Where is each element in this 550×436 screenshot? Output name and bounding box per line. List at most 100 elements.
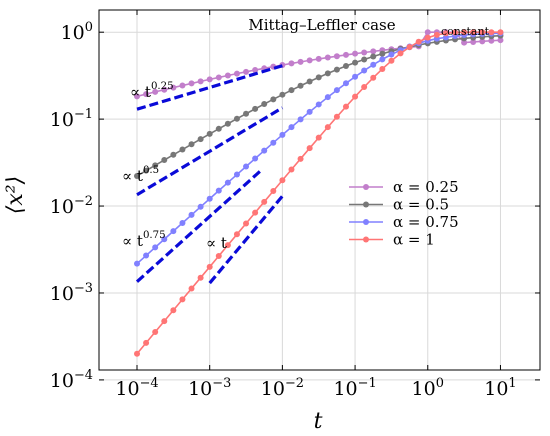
data-point	[370, 74, 377, 81]
data-point	[342, 80, 349, 87]
data-point	[197, 274, 204, 281]
data-point	[470, 29, 477, 36]
data-point	[188, 285, 195, 292]
data-point	[243, 220, 250, 227]
data-point	[333, 113, 340, 120]
data-point	[243, 110, 250, 117]
data-point	[143, 91, 150, 98]
data-point	[288, 60, 295, 67]
constant-annotation: constant	[441, 25, 490, 38]
legend-label: α = 0.5	[393, 196, 449, 214]
data-point	[324, 94, 331, 101]
data-point	[442, 30, 449, 37]
data-point	[261, 198, 268, 205]
data-point	[333, 66, 340, 73]
data-point	[206, 263, 213, 270]
data-point	[297, 116, 304, 123]
data-point	[315, 134, 322, 141]
data-point	[170, 151, 177, 158]
data-point	[288, 166, 295, 173]
data-point	[206, 195, 213, 202]
data-point	[152, 162, 159, 169]
legend-marker	[363, 219, 369, 225]
data-point	[379, 65, 386, 72]
data-point	[479, 38, 486, 45]
data-point	[170, 307, 177, 314]
data-point	[361, 84, 368, 91]
data-point	[224, 242, 231, 249]
data-point	[161, 157, 168, 164]
data-point	[333, 87, 340, 94]
data-point	[388, 57, 395, 64]
data-point	[315, 55, 322, 62]
asymptote-label: ∝ t	[206, 234, 227, 252]
data-point	[197, 203, 204, 210]
data-point	[424, 34, 431, 41]
data-point	[224, 179, 231, 186]
data-point	[379, 56, 386, 63]
data-point	[188, 211, 195, 218]
data-point	[424, 29, 431, 36]
data-point	[188, 80, 195, 87]
x-tick-label: 101	[484, 376, 516, 400]
data-point	[352, 50, 359, 57]
data-point	[488, 29, 495, 36]
data-point	[197, 78, 204, 85]
data-point	[288, 124, 295, 131]
data-point	[270, 188, 277, 195]
data-point	[370, 48, 377, 55]
data-point	[352, 73, 359, 80]
data-point	[206, 76, 213, 83]
data-point	[170, 228, 177, 235]
data-point	[252, 155, 259, 162]
data-point	[452, 29, 459, 36]
asymptote-label: ∝ t0.75	[122, 230, 166, 250]
data-point	[379, 50, 386, 57]
data-point	[352, 59, 359, 66]
asymptote-label: ∝ t0.25	[130, 81, 174, 101]
data-point	[306, 145, 313, 152]
data-point	[342, 63, 349, 70]
data-point	[143, 339, 150, 346]
data-point	[215, 125, 222, 132]
data-point	[152, 244, 159, 251]
legend-marker	[363, 236, 369, 243]
data-point	[134, 260, 141, 267]
x-tick-label: 10−1	[333, 376, 376, 400]
x-axis-label: t	[314, 409, 323, 434]
legend: α = 0.25α = 0.5α = 0.75α = 1	[349, 178, 459, 249]
data-point	[233, 115, 240, 122]
data-point	[179, 220, 186, 227]
data-point	[270, 96, 277, 103]
data-point	[306, 57, 313, 64]
data-point	[252, 105, 259, 112]
asymptote-line	[135, 169, 262, 283]
y-tick-label: 100	[61, 20, 93, 44]
legend-label: α = 0.75	[393, 213, 459, 231]
data-point	[233, 171, 240, 178]
data-point	[206, 130, 213, 137]
data-point	[134, 172, 141, 179]
data-point	[261, 147, 268, 154]
data-point	[297, 58, 304, 65]
data-point	[215, 187, 222, 194]
data-point	[324, 124, 331, 131]
data-point	[134, 350, 141, 357]
data-point	[388, 51, 395, 58]
data-point	[315, 101, 322, 108]
data-point	[188, 141, 195, 148]
data-point	[288, 87, 295, 94]
data-point	[261, 101, 268, 108]
asymptote-label: ∝ t0.5	[122, 165, 159, 185]
data-point	[270, 139, 277, 146]
data-point	[143, 252, 150, 259]
data-point	[324, 54, 331, 61]
data-point	[433, 31, 440, 38]
data-point	[152, 329, 159, 336]
asymptote-layer: ∝ t0.25 ∝ t0.5 ∝ t0.75 ∝ t	[122, 64, 284, 285]
data-point	[279, 177, 286, 184]
data-point	[143, 167, 150, 174]
legend-marker	[363, 184, 369, 190]
